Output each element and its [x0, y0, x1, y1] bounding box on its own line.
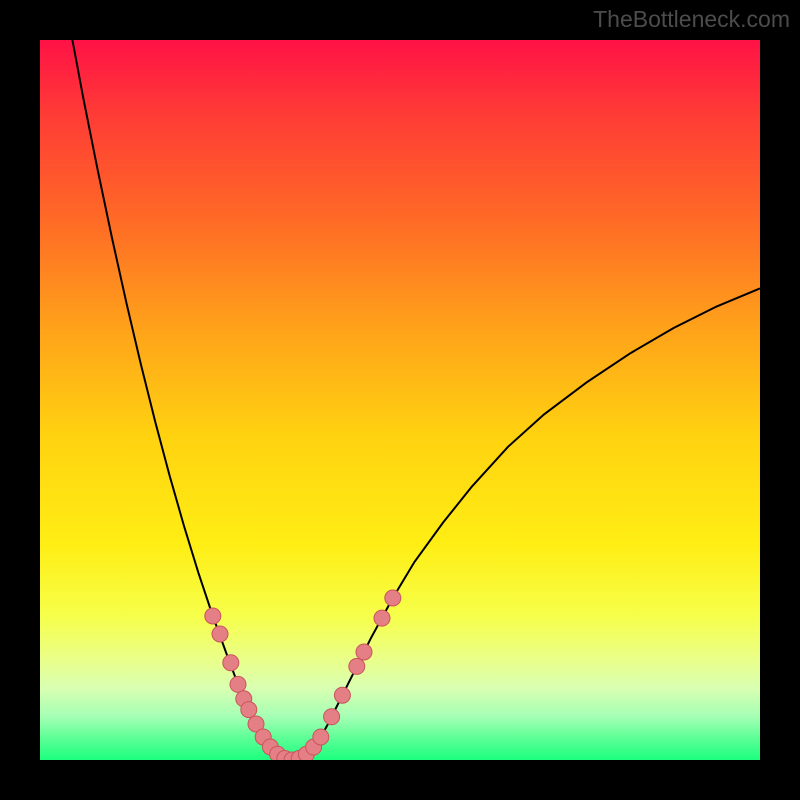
scatter-marker [205, 608, 221, 624]
plot-area [40, 40, 760, 760]
scatter-marker [241, 702, 257, 718]
scatter-marker [212, 626, 228, 642]
outer-frame: TheBottleneck.com [0, 0, 800, 800]
scatter-marker [334, 687, 350, 703]
scatter-marker [230, 676, 246, 692]
chart-background [40, 40, 760, 760]
scatter-marker [313, 729, 329, 745]
bottleneck-chart [40, 40, 760, 760]
scatter-marker [385, 590, 401, 606]
scatter-marker [223, 655, 239, 671]
scatter-marker [324, 709, 340, 725]
scatter-marker [349, 658, 365, 674]
scatter-marker [356, 644, 372, 660]
watermark-text: TheBottleneck.com [593, 6, 790, 33]
scatter-marker [374, 610, 390, 626]
